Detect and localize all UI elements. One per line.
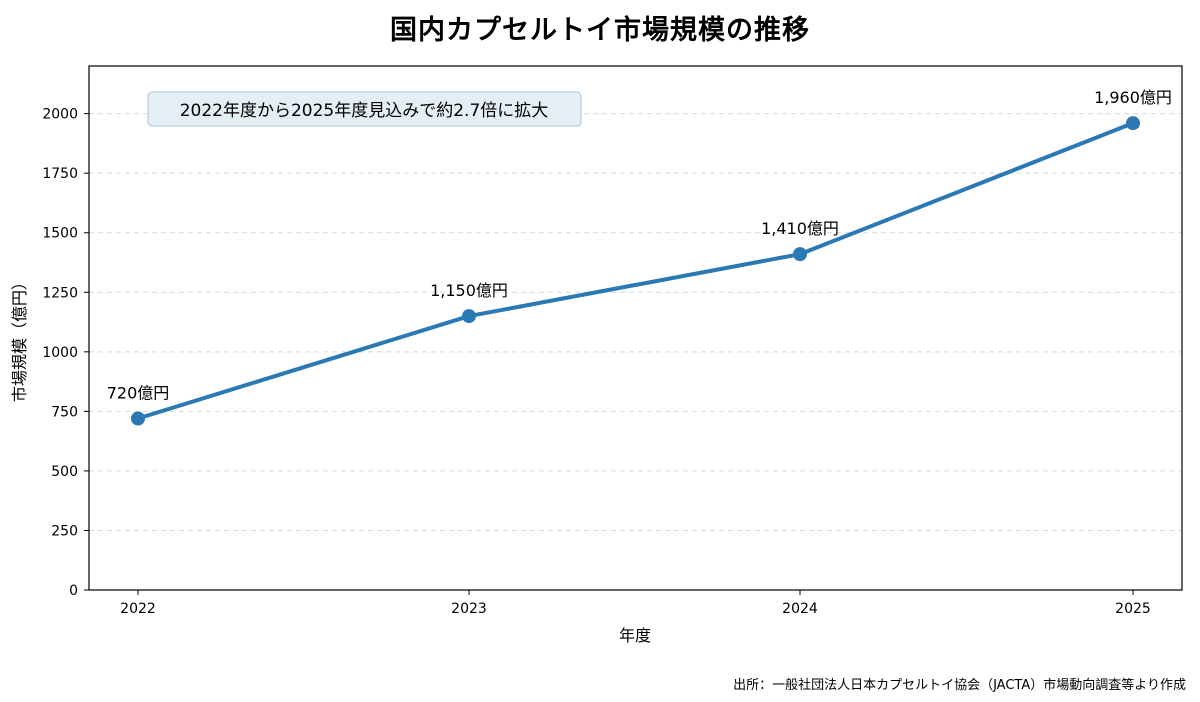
y-tick-label: 1750 <box>42 166 78 182</box>
x-tick-label: 2025 <box>1115 601 1151 617</box>
y-tick-label: 1000 <box>42 345 78 361</box>
y-axis-ticks: 0 250 500 750 1000 1250 1500 1750 2000 <box>42 107 89 599</box>
data-point <box>131 411 145 426</box>
x-tick-label: 2024 <box>782 601 818 617</box>
data-label: 1,410億円 <box>761 219 839 238</box>
y-tick-label: 500 <box>51 464 78 480</box>
data-point <box>462 309 476 324</box>
y-tick-label: 1500 <box>42 226 78 242</box>
y-tick-label: 1250 <box>42 285 78 301</box>
data-points <box>131 116 1140 426</box>
y-axis-label: 市場規模（億円） <box>10 274 29 402</box>
chart-title: 国内カプセルトイ市場規模の推移 <box>390 15 810 46</box>
data-label: 720億円 <box>107 384 170 403</box>
x-tick-label: 2022 <box>120 601 156 617</box>
x-axis-ticks: 2022 2023 2024 2025 <box>120 590 1151 617</box>
annotation-box: 2022年度から2025年度見込みで約2.7倍に拡大 <box>147 91 582 127</box>
data-label: 1,150億円 <box>430 281 508 300</box>
source-note: 出所：一般社団法人日本カプセルトイ協会（JACTA）市場動向調査等より作成 <box>733 678 1186 693</box>
x-axis-label: 年度 <box>619 626 651 645</box>
data-label: 1,960億円 <box>1094 88 1172 107</box>
data-point <box>1126 116 1140 131</box>
y-tick-label: 0 <box>69 583 78 599</box>
plot-frame <box>88 65 1183 591</box>
y-tick-label: 2000 <box>42 107 78 123</box>
annotation-text: 2022年度から2025年度見込みで約2.7倍に拡大 <box>180 101 549 121</box>
data-labels: 720億円 1,150億円 1,410億円 1,960億円 <box>107 88 1172 402</box>
data-point <box>793 247 807 262</box>
series-line <box>136 121 1135 421</box>
x-tick-label: 2023 <box>451 601 487 617</box>
y-tick-label: 250 <box>51 523 78 539</box>
y-tick-label: 750 <box>51 404 78 420</box>
grid-lines <box>89 113 1182 531</box>
